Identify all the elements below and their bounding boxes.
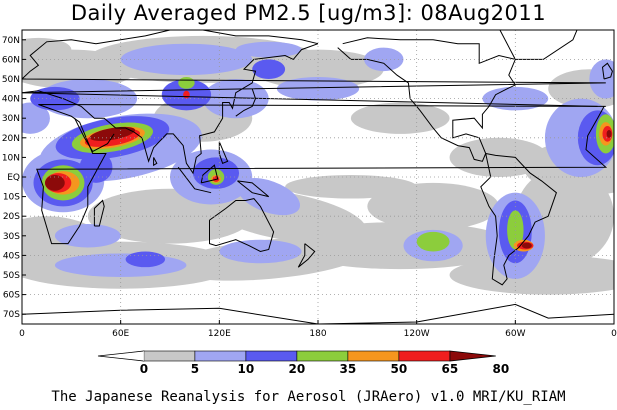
colorbar-segment xyxy=(449,350,496,362)
pm25-contour xyxy=(79,151,113,183)
coastline-layer xyxy=(22,30,614,324)
lat-label: 60N xyxy=(2,55,20,65)
lon-label: 60W xyxy=(505,329,525,339)
lat-label: 10S xyxy=(3,193,20,203)
coastline xyxy=(480,153,557,286)
pm25-contour xyxy=(449,137,549,177)
lat-label: 70N xyxy=(2,36,20,46)
colorbar-label: 35 xyxy=(340,362,357,376)
colorbar-label: 50 xyxy=(391,362,408,376)
lat-label: 50S xyxy=(3,271,20,281)
pm25-contour xyxy=(178,77,195,89)
latitude-labels: 70N 60N 50N 40N 30N 20N 10N EQ 10S 20S 30S 40S 50S 60… xyxy=(2,36,26,320)
lon-label: 120W xyxy=(404,329,430,339)
coastline xyxy=(200,164,219,184)
pm25-contour xyxy=(125,251,166,268)
coastline xyxy=(601,62,613,80)
pm25-contour xyxy=(22,37,72,62)
coastline xyxy=(218,141,229,164)
colorbar-label: 65 xyxy=(442,362,459,376)
lat-label: 30S xyxy=(3,232,20,242)
coastline xyxy=(337,37,517,162)
coastline xyxy=(93,199,105,227)
colorbar-segment xyxy=(296,350,349,362)
graticule-layer xyxy=(22,30,614,324)
pm25-contour xyxy=(54,253,187,277)
lon-label: 120E xyxy=(208,329,231,339)
colorbar-segment xyxy=(245,350,298,362)
lat-label: 20N xyxy=(2,134,20,144)
pm25-contour xyxy=(235,41,302,58)
pm25-contour xyxy=(589,59,614,99)
pm25-contour xyxy=(45,175,65,191)
lat-label: 60S xyxy=(3,291,20,301)
coastline xyxy=(177,166,212,194)
colorbar-segment xyxy=(398,350,451,362)
lon-label: 180 xyxy=(309,329,326,339)
pm25-contour xyxy=(521,242,532,249)
coastline xyxy=(209,198,275,253)
colorbar-segment xyxy=(194,350,247,362)
lat-label: 70S xyxy=(3,310,20,320)
colorbar-label: 10 xyxy=(238,362,255,376)
pm25-contour xyxy=(276,77,360,101)
pm25-contour xyxy=(54,224,121,248)
pm25-contour xyxy=(507,210,524,250)
pm25-contour xyxy=(252,59,286,79)
lat-label: 40N xyxy=(2,95,20,105)
lon-label: 60E xyxy=(112,329,129,339)
coastline xyxy=(235,88,257,117)
lat-label: 10N xyxy=(2,153,20,163)
coastline xyxy=(153,157,158,167)
coastline xyxy=(36,104,608,245)
pm25-contour xyxy=(416,231,450,252)
colorbar-label: 20 xyxy=(289,362,306,376)
lon-label: 0 xyxy=(611,329,617,339)
coastline xyxy=(237,180,270,198)
colorbar-label: 80 xyxy=(493,362,510,376)
colorbar-segment xyxy=(347,350,400,362)
lat-label: 20S xyxy=(3,212,20,222)
colorbar-label: 0 xyxy=(140,362,148,376)
pm25-contour xyxy=(350,102,450,134)
lon-label: 0 xyxy=(19,329,25,339)
coastline xyxy=(22,303,614,324)
coastline xyxy=(297,243,316,268)
coastline xyxy=(499,30,578,60)
pm25-contour xyxy=(89,126,136,141)
lat-label: 50N xyxy=(2,75,20,85)
pm25-contour xyxy=(22,102,50,134)
pm25-contour xyxy=(364,47,404,72)
pm25-contour xyxy=(449,255,614,295)
pm25-contour xyxy=(367,182,499,230)
lat-label: EQ xyxy=(7,173,20,183)
lat-label: 30N xyxy=(2,114,20,124)
credit-footer: The Japanese Reanalysis for Aerosol (JRA… xyxy=(51,389,566,405)
pm25-contour xyxy=(204,188,367,244)
pm25-contour xyxy=(183,90,190,99)
coastline xyxy=(22,30,606,94)
coastline xyxy=(74,117,115,153)
longitude-labels: 0 60E 120E 180 120W 60W 0 xyxy=(19,320,617,339)
colorbar-segment xyxy=(143,350,196,362)
pm25-contour xyxy=(606,129,612,138)
colorbar-segment xyxy=(143,351,144,361)
lat-label: 40S xyxy=(3,251,20,261)
colorbar-segment xyxy=(97,350,145,362)
coastline xyxy=(22,43,598,175)
map-title: Daily Averaged PM2.5 [ug/m3]: 08Aug2011 xyxy=(70,1,547,25)
colorbar-label: 5 xyxy=(191,362,199,376)
colorbar: 0 5 10 20 35 50 65 80 xyxy=(97,350,510,376)
